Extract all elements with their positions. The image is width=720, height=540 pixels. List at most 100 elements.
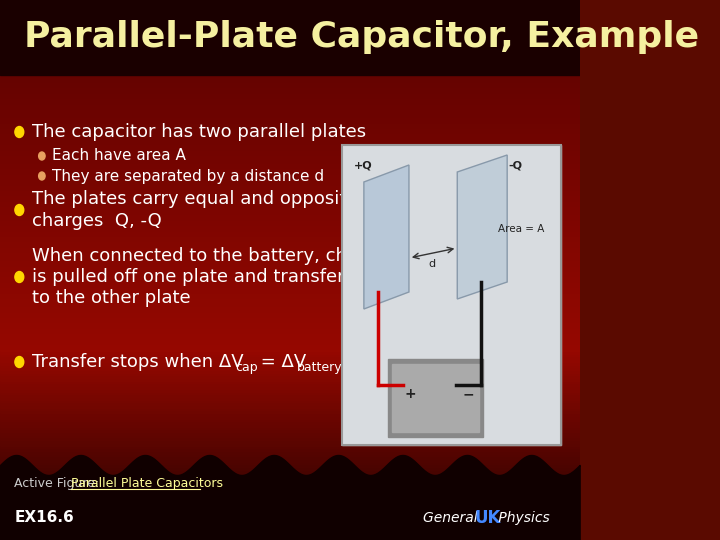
Bar: [0, 285, 580, 289]
Bar: [0, 334, 580, 338]
Bar: [0, 498, 580, 502]
Bar: [0, 517, 580, 521]
Bar: [0, 474, 580, 478]
Bar: [0, 142, 580, 146]
Bar: [0, 196, 580, 200]
Bar: [0, 10, 580, 14]
Bar: [0, 274, 580, 278]
Text: to the other plate: to the other plate: [32, 289, 191, 307]
Bar: [0, 374, 580, 378]
Text: cap: cap: [235, 361, 258, 375]
Bar: [0, 461, 580, 464]
Bar: [0, 134, 580, 138]
Text: When connected to the battery, charge: When connected to the battery, charge: [32, 247, 388, 265]
Bar: [0, 515, 580, 518]
Bar: [0, 61, 580, 65]
Bar: [0, 212, 580, 216]
Bar: [0, 326, 580, 329]
Text: −: −: [462, 387, 474, 401]
Bar: [0, 466, 580, 470]
Bar: [0, 253, 580, 256]
Bar: [0, 115, 580, 119]
Bar: [0, 301, 580, 305]
Bar: [0, 409, 580, 413]
Bar: [0, 447, 580, 451]
Bar: [0, 218, 580, 221]
Bar: [0, 21, 580, 24]
Bar: [0, 48, 580, 51]
Bar: [0, 172, 580, 176]
Bar: [0, 266, 580, 270]
Bar: [0, 417, 580, 421]
Bar: [0, 88, 580, 92]
Bar: [0, 361, 580, 365]
Bar: [0, 201, 580, 205]
Bar: [0, 153, 580, 157]
Bar: [0, 129, 580, 132]
Bar: [0, 399, 580, 402]
Bar: [0, 169, 580, 173]
Text: charges  Q, -Q: charges Q, -Q: [32, 212, 162, 230]
Bar: [0, 145, 580, 148]
Bar: [0, 420, 580, 424]
Bar: [0, 444, 580, 448]
Polygon shape: [364, 165, 409, 309]
Bar: [0, 336, 580, 340]
Bar: [0, 415, 580, 419]
Bar: [0, 66, 580, 70]
Text: Parallel-Plate Capacitor, Example: Parallel-Plate Capacitor, Example: [24, 20, 699, 54]
Bar: [0, 220, 580, 224]
Bar: [0, 331, 580, 335]
Bar: [0, 193, 580, 197]
Bar: [0, 15, 580, 19]
Bar: [0, 85, 580, 89]
Text: Physics: Physics: [495, 511, 550, 525]
Bar: [0, 207, 580, 211]
Bar: [0, 523, 580, 526]
Bar: [0, 199, 580, 202]
Bar: [0, 501, 580, 505]
Bar: [0, 223, 580, 227]
Text: Parallel Plate Capacitors: Parallel Plate Capacitors: [71, 477, 223, 490]
Text: They are separated by a distance d: They are separated by a distance d: [52, 168, 324, 184]
Bar: [0, 228, 580, 232]
Bar: [0, 137, 580, 140]
Bar: [0, 358, 580, 362]
Bar: [0, 485, 580, 489]
Bar: [0, 369, 580, 373]
Bar: [0, 291, 580, 294]
Bar: [0, 339, 580, 343]
Bar: [0, 536, 580, 540]
Bar: [0, 353, 580, 356]
Circle shape: [15, 272, 24, 282]
Bar: [0, 509, 580, 513]
Bar: [0, 2, 580, 5]
Bar: [0, 477, 580, 481]
Bar: [0, 423, 580, 427]
Bar: [342, 145, 561, 445]
Circle shape: [15, 205, 24, 215]
Bar: [0, 118, 580, 122]
Bar: [0, 23, 580, 27]
Bar: [0, 288, 580, 292]
Bar: [0, 110, 580, 113]
Bar: [0, 188, 580, 192]
Bar: [0, 96, 580, 100]
Bar: [0, 258, 580, 262]
Bar: [0, 412, 580, 416]
Bar: [0, 453, 580, 456]
Bar: [0, 29, 580, 32]
Bar: [0, 215, 580, 219]
Bar: [0, 120, 580, 124]
Bar: [0, 426, 580, 429]
Bar: [0, 372, 580, 375]
Bar: [0, 380, 580, 383]
Bar: [0, 123, 580, 127]
Bar: [0, 183, 580, 186]
Bar: [0, 407, 580, 410]
Bar: [0, 31, 580, 35]
Text: = ΔV: = ΔV: [255, 353, 307, 371]
Text: Area = A: Area = A: [498, 224, 544, 234]
Bar: [0, 264, 580, 267]
Text: The capacitor has two parallel plates: The capacitor has two parallel plates: [32, 123, 366, 141]
